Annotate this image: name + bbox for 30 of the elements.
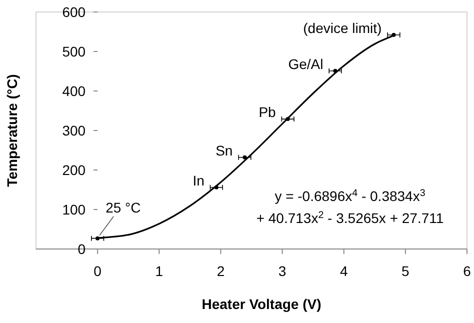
y-tick-label: 500 xyxy=(62,43,86,60)
y-tick-label: 200 xyxy=(62,162,86,178)
y-axis-title: Temperature (°C) xyxy=(4,74,20,187)
x-tick-label: 0 xyxy=(94,263,102,279)
x-tick-label: 4 xyxy=(340,263,348,279)
x-axis-title: Heater Voltage (V) xyxy=(202,296,322,312)
point xyxy=(333,68,338,73)
annotation: Sn xyxy=(216,142,233,158)
annotation: y = -0.6896x$^{4}$ - 0.3834x$^{3}$ xyxy=(274,188,426,204)
point xyxy=(214,185,218,190)
x-tick-label: 2 xyxy=(216,263,225,279)
y-tick-label: 300 xyxy=(62,122,86,138)
annotation: 25 °C xyxy=(106,199,141,216)
y-tick-label: 400 xyxy=(62,82,86,99)
annotation: (device limit) xyxy=(303,20,382,36)
x-tick-label: 1 xyxy=(155,263,164,279)
point xyxy=(286,117,290,122)
y-tick-label: 600 xyxy=(62,4,86,20)
y-tick-label: 0 xyxy=(78,240,86,257)
point xyxy=(242,155,247,160)
annotation: Pb xyxy=(258,104,276,120)
point xyxy=(96,236,100,240)
x-tick-label: 5 xyxy=(402,263,410,279)
x-tick-label: 3 xyxy=(278,263,286,279)
annotation: In xyxy=(192,172,204,188)
x-tick-label: 6 xyxy=(463,263,472,279)
y-tick-label: 100 xyxy=(62,201,86,218)
annotation: Ge/Al xyxy=(288,56,324,72)
annotation: + 40.713x$^{2}$ - 3.5265x + 27.711 xyxy=(256,210,444,226)
point xyxy=(392,32,396,37)
